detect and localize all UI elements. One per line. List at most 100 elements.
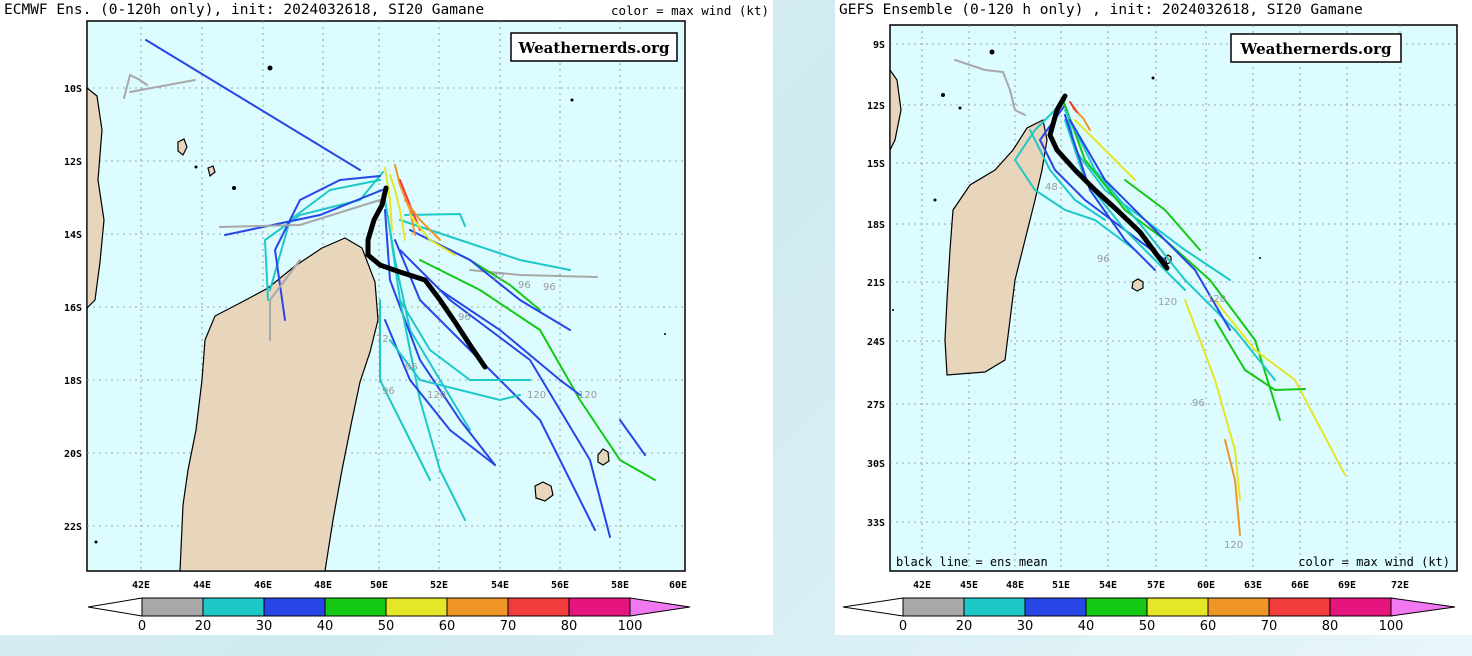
lat-label: 14S (64, 230, 82, 241)
comoros-island (177, 138, 188, 156)
colorbar-segment (507, 597, 570, 617)
gefs-colorbar (842, 597, 1456, 617)
lat-label: 20S (64, 449, 82, 460)
lon-label: 66E (1291, 580, 1309, 591)
gefs-map: 48 96 120 120 96 120 Weathernerds.org bl… (842, 24, 1458, 634)
ecmwf-badge-box (510, 32, 678, 62)
ecmwf-title: ECMWF Ens. (0-120h only), init: 20240326… (4, 2, 769, 18)
gefs-mean-note: black line = ens mean (896, 555, 1048, 569)
gefs-small-islands (892, 49, 1261, 311)
colorbar-label: 0 (138, 619, 146, 634)
lead-label: 120 (527, 390, 546, 401)
ecmwf-ensemble-mean (365, 185, 488, 370)
colorbar-segment (1024, 597, 1087, 617)
lon-label: 51E (1052, 580, 1070, 591)
colorbar-label: 0 (899, 619, 907, 634)
lead-label: 120 (578, 390, 597, 401)
gefs-panel: GEFS Ensemble (0-120 h only) , init: 202… (835, 0, 1472, 635)
gefs-gridlines (890, 25, 1457, 571)
lead-label: 96 (1192, 398, 1205, 409)
lon-label: 42E (913, 580, 931, 591)
mauritius-island (597, 448, 610, 466)
lat-label: 27S (867, 400, 885, 411)
ecmwf-plot-area (86, 20, 686, 572)
colorbar-label: 50 (378, 619, 395, 634)
colorbar-segment (202, 597, 265, 617)
colorbar-segment (1268, 597, 1331, 617)
gefs-badge: Weathernerds.org (1239, 40, 1392, 58)
ecmwf-colorbar (87, 597, 691, 617)
lon-label: 54E (1099, 580, 1117, 591)
colorbar-segment (141, 597, 204, 617)
colorbar-segment (1207, 597, 1270, 617)
lat-label: 12S (64, 157, 82, 168)
lon-label: 56E (551, 580, 569, 591)
lead-label: 120 (427, 390, 446, 401)
colorbar-over-arrow (629, 597, 691, 617)
ecmwf-title-text: ECMWF Ens. (0-120h only), init: 20240326… (4, 2, 485, 18)
gefs-ensemble-tracks (954, 59, 1346, 536)
colorbar-segment (263, 597, 326, 617)
lat-label: 16S (64, 303, 82, 314)
colorbar-label: 60 (1200, 619, 1217, 634)
ecmwf-lead-labels: 72 96 96 96 72 96 120 96 120 120 (376, 272, 597, 401)
lead-label: 72 (376, 334, 389, 345)
lon-label: 44E (193, 580, 211, 591)
madagascar-landmass (179, 237, 379, 572)
colorbar-label: 60 (439, 619, 456, 634)
ecmwf-small-islands (94, 65, 666, 544)
colorbar-segment (1146, 597, 1209, 617)
colorbar-label: 70 (500, 619, 517, 634)
lat-label: 22S (64, 522, 82, 533)
lead-label: 96 (382, 386, 395, 397)
lon-label: 72E (1391, 580, 1409, 591)
lead-label: 96 (518, 280, 531, 291)
lead-label: 96 (458, 312, 471, 323)
lead-label: 96 (1097, 254, 1110, 265)
colorbar-segment (568, 597, 631, 617)
lat-label: 10S (64, 84, 82, 95)
lon-label: 58E (611, 580, 629, 591)
colorbar-label: 30 (1017, 619, 1034, 634)
ecmwf-land (86, 86, 610, 572)
gefs-ensemble-mean (1047, 93, 1170, 271)
lat-label: 33S (867, 518, 885, 529)
lon-label: 50E (370, 580, 388, 591)
lead-label: 120 (1158, 297, 1177, 308)
reunion-island (1131, 278, 1144, 292)
colorbar-label: 80 (561, 619, 578, 634)
madagascar-landmass (944, 119, 1048, 376)
colorbar-segment (963, 597, 1026, 617)
colorbar-segment (446, 597, 509, 617)
colorbar-segment (1085, 597, 1148, 617)
lat-label: 9S (873, 40, 885, 51)
lon-label: 57E (1147, 580, 1165, 591)
lon-label: 54E (491, 580, 509, 591)
colorbar-label: 30 (256, 619, 273, 634)
ecmwf-badge: Weathernerds.org (517, 39, 670, 57)
lat-label: 18S (64, 376, 82, 387)
lead-label: 96 (543, 282, 556, 293)
ecmwf-panel: ECMWF Ens. (0-120h only), init: 20240326… (4, 2, 769, 634)
colorbar-segment (1329, 597, 1392, 617)
lon-label: 45E (960, 580, 978, 591)
lon-label: 46E (254, 580, 272, 591)
lon-label: 48E (314, 580, 332, 591)
colorbar-label: 100 (1379, 619, 1404, 634)
reunion-island (534, 481, 554, 502)
colorbar-label: 20 (956, 619, 973, 634)
lat-label: 24S (867, 337, 885, 348)
colorbar-segment (902, 597, 965, 617)
lon-label: 69E (1338, 580, 1356, 591)
lead-label: 120 (1224, 540, 1243, 551)
ecmwf-map: 72 96 96 96 72 96 120 96 120 120 Weather… (64, 20, 691, 634)
colorbar-label: 40 (1078, 619, 1095, 634)
lon-label: 42E (132, 580, 150, 591)
lat-label: 12S (867, 101, 885, 112)
lon-label: 63E (1244, 580, 1262, 591)
gefs-lead-labels: 48 96 120 120 96 120 (1045, 182, 1243, 551)
lon-label: 60E (669, 580, 687, 591)
africa-coast (86, 86, 105, 310)
colorbar-segment (324, 597, 387, 617)
gefs-badge-box (1230, 33, 1402, 63)
